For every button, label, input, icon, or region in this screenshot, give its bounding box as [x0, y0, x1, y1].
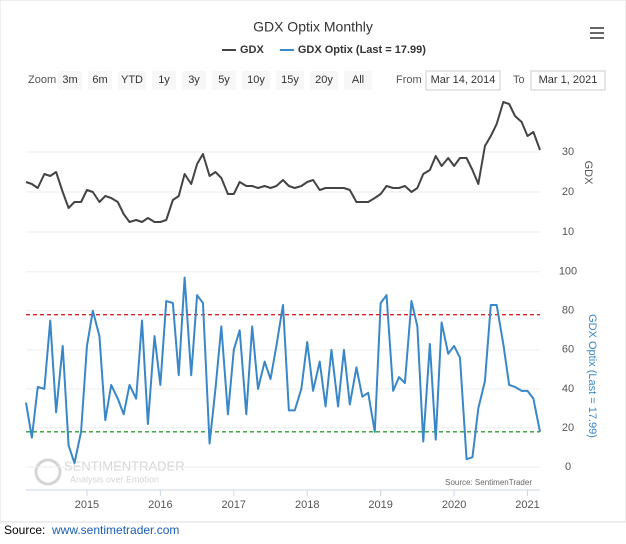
- watermark-tagline: Analysis over Emotion: [70, 474, 159, 484]
- watermark: SENTIMENTRADER Analysis over Emotion: [34, 458, 185, 486]
- toolbar: Zoom From Mar 14, 2014 To Mar 1, 2021 3m…: [28, 70, 606, 91]
- y-tick-label: 20: [562, 186, 574, 198]
- y2-tick-label: 80: [562, 305, 574, 317]
- y2-axis-title: GDX Optix (Last = 17.99): [586, 314, 598, 438]
- x-tick-label: 2021: [515, 499, 539, 511]
- x-tick-label: 2018: [295, 499, 319, 511]
- menu-bar: [590, 32, 604, 34]
- button-bg: [344, 71, 372, 90]
- to-label: To: [513, 74, 525, 86]
- zoom-button[interactable]: 3y: [182, 71, 206, 90]
- x-tick-label: 2017: [222, 499, 246, 511]
- zoom-button[interactable]: All: [344, 71, 372, 90]
- button-bg: [88, 71, 112, 90]
- watermark-text: SENTIMENTRADER: [64, 458, 185, 473]
- button-label: 3m: [62, 74, 77, 86]
- footer-link[interactable]: www.sentimetrader.com: [51, 523, 179, 537]
- y-axis-title: GDX: [582, 161, 594, 186]
- y2-tick-label: 0: [565, 461, 571, 473]
- legend-label: GDX: [240, 44, 265, 56]
- menu-bar: [590, 27, 604, 29]
- legend-label: GDX Optix (Last = 17.99): [298, 44, 426, 56]
- y2-tick-label: 20: [562, 422, 574, 434]
- button-bg: [310, 71, 338, 90]
- chart-title: GDX Optix Monthly: [253, 19, 373, 35]
- from-input[interactable]: [425, 70, 501, 91]
- y2-tick-label: 40: [562, 383, 574, 395]
- button-bg: [276, 71, 304, 90]
- footer-label: Source:: [4, 523, 45, 537]
- x-tick-label: 2016: [148, 499, 172, 511]
- button-label: 20y: [315, 74, 333, 86]
- button-label: YTD: [121, 74, 143, 86]
- button-label: 3y: [188, 74, 200, 86]
- from-label: From: [396, 74, 422, 86]
- y-tick-label: 30: [562, 146, 574, 158]
- button-label: 6m: [92, 74, 107, 86]
- legend-item[interactable]: GDX: [222, 44, 265, 56]
- from-value: Mar 14, 2014: [431, 74, 496, 86]
- button-label: 5y: [218, 74, 230, 86]
- y2-tick-label: 100: [559, 266, 577, 278]
- credit: Source: SentimenTrader: [445, 478, 532, 487]
- zoom-button[interactable]: 1y: [152, 71, 176, 90]
- button-bg: [242, 71, 270, 90]
- x-tick-label: 2015: [75, 499, 99, 511]
- y-tick-label: 10: [562, 226, 574, 238]
- button-label: 15y: [281, 74, 299, 86]
- to-value: Mar 1, 2021: [539, 74, 598, 86]
- zoom-button[interactable]: 20y: [310, 71, 338, 90]
- button-label: All: [352, 74, 364, 86]
- x-tick-label: 2020: [442, 499, 466, 511]
- zoom-button[interactable]: YTD: [118, 71, 146, 90]
- menu-bar: [590, 37, 604, 39]
- button-bg: [182, 71, 206, 90]
- series-line: [25, 276, 541, 465]
- watermark-logo: [34, 458, 62, 486]
- legend: GDX GDX Optix (Last = 17.99): [222, 44, 426, 56]
- button-label: 10y: [247, 74, 265, 86]
- series-line: [25, 101, 541, 223]
- button-bg: [152, 71, 176, 90]
- zoom-button[interactable]: 6m: [88, 71, 112, 90]
- legend-item[interactable]: GDX Optix (Last = 17.99): [279, 44, 426, 56]
- x-tick-label: 2019: [368, 499, 392, 511]
- zoom-label: Zoom: [28, 74, 56, 86]
- zoom-button[interactable]: 3m: [58, 71, 82, 90]
- zoom-button[interactable]: 15y: [276, 71, 304, 90]
- zoom-button[interactable]: 5y: [212, 71, 236, 90]
- button-bg: [58, 71, 82, 90]
- zoom-button[interactable]: 10y: [242, 71, 270, 90]
- menu-icon[interactable]: [590, 27, 604, 39]
- button-bg: [118, 71, 146, 90]
- button-bg: [212, 71, 236, 90]
- to-input[interactable]: [530, 70, 606, 91]
- button-label: 1y: [158, 74, 170, 86]
- y2-tick-label: 60: [562, 344, 574, 356]
